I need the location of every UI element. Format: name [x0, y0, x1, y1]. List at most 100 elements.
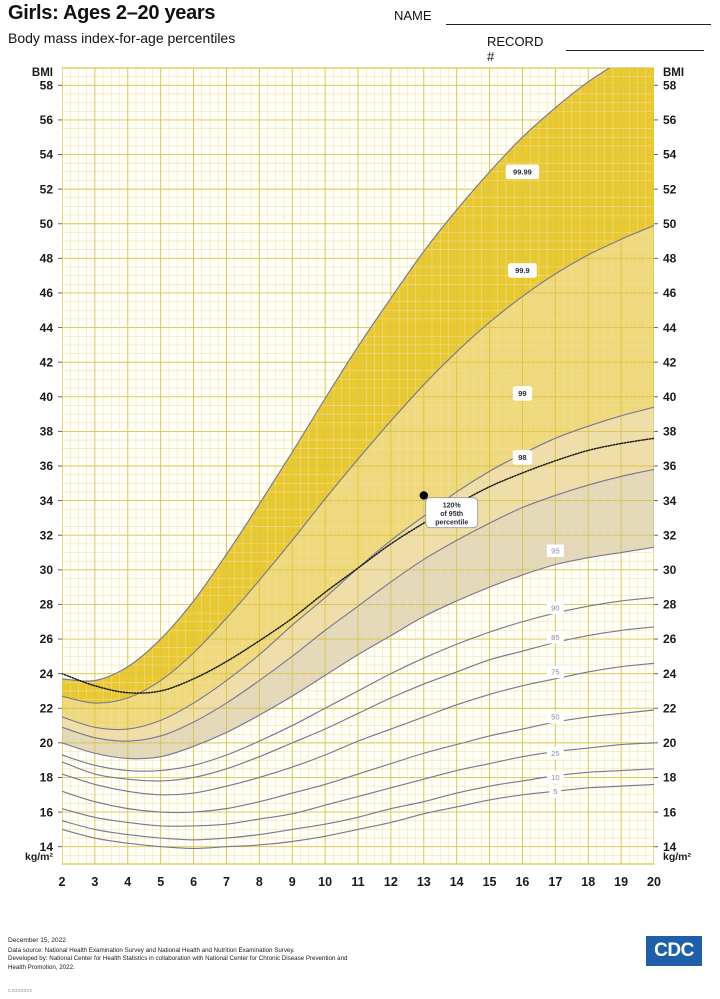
y-tick-label: 20 [663, 736, 677, 750]
y-tick-label: 24 [663, 667, 677, 681]
band-label-99.9-bg [508, 263, 537, 278]
percentile-curve-99.99 [62, 68, 611, 682]
y-tick-label: 14 [663, 840, 677, 854]
bmi-axis-caption: BMI [663, 67, 684, 79]
y-tick-label: 38 [40, 425, 54, 439]
y-tick-label: 42 [40, 355, 54, 369]
y-tick-label: 58 [40, 79, 54, 93]
y-tick-label: 34 [40, 494, 54, 508]
band-label-98: 98 [518, 453, 526, 462]
percentile-label-90: 90 [551, 604, 559, 613]
name-input-line[interactable] [446, 24, 711, 25]
y-tick-label: 18 [663, 771, 677, 785]
percentile-label-10: 10 [551, 773, 559, 782]
percentile-label-75-bg [546, 665, 564, 679]
x-tick-label: 11 [351, 875, 364, 889]
x-tick-label: 9 [289, 875, 296, 889]
footer-code: CS330334 [8, 988, 33, 993]
percentile-label-90-bg [546, 601, 564, 615]
x-tick-label: 13 [417, 875, 431, 889]
callout-120-of-95th-box [425, 497, 479, 529]
y-tick-label: 50 [40, 217, 54, 231]
y-tick-label: 28 [40, 598, 54, 612]
x-tick-label: 16 [515, 875, 529, 889]
band-label-99: 99 [518, 389, 526, 398]
percentile-curves [62, 68, 654, 850]
y-tick-label: 26 [40, 632, 54, 646]
y-tick-label: 28 [663, 598, 677, 612]
y-tick-label: 30 [40, 563, 54, 577]
record-input-line[interactable] [566, 50, 704, 51]
page-title: Girls: Ages 2–20 years [8, 2, 216, 24]
band-label-98-bg [512, 450, 533, 465]
percentile-label-50-bg [546, 710, 564, 724]
y-tick-label: 50 [663, 217, 677, 231]
x-tick-label: 19 [614, 875, 628, 889]
chart-header: Girls: Ages 2–20 years Body mass index-f… [0, 0, 720, 64]
y-tick-label: 32 [663, 528, 677, 542]
percentile-label-5: 5 [553, 787, 557, 796]
percentile-label-95: 95 [551, 546, 559, 555]
plotted-data-point [419, 491, 428, 500]
y-tick-label: 56 [663, 113, 677, 127]
y-tick-label: 26 [663, 632, 677, 646]
x-tick-label: 5 [157, 875, 164, 889]
y-tick-label: 40 [663, 390, 677, 404]
footer-developedby-cont: Health Promotion, 2022. [8, 963, 75, 971]
y-tick-label: 54 [40, 148, 54, 162]
cdc-logo-text: CDC [654, 940, 694, 961]
x-tick-label: 20 [647, 875, 661, 889]
x-tick-label: 8 [256, 875, 263, 889]
footer-date: December 15, 2022 [8, 937, 66, 944]
y-tick-label: 38 [663, 425, 677, 439]
y-tick-label: 14 [40, 840, 54, 854]
y-tick-label: 52 [663, 182, 677, 196]
y-tick-label: 20 [40, 736, 54, 750]
band-label-99.9: 99.9 [515, 266, 530, 275]
y-tick-label: 36 [40, 459, 54, 473]
percentile-curve-95 [62, 546, 654, 760]
y-tick-label: 44 [40, 321, 54, 335]
y-tick-label: 34 [663, 494, 677, 508]
y-tick-label: 48 [40, 252, 54, 266]
x-tick-label: 15 [483, 875, 497, 889]
y-tick-label: 16 [663, 805, 677, 819]
bmi-axis-caption: BMI [32, 67, 53, 79]
y-tick-label: 22 [40, 701, 54, 715]
x-tick-label: 12 [384, 875, 398, 889]
percentile-curve-75 [62, 662, 654, 796]
band-label-99.99-bg [505, 164, 540, 180]
bmi-axis-unit: kg/m² [663, 851, 692, 863]
y-tick-label: 22 [663, 701, 677, 715]
bmi-growth-chart: 14 14 16 16 18 18 20 20 22 22 24 24 26 26 28 28 30 30 32 32… [8, 58, 712, 894]
y-tick-label: 46 [40, 286, 54, 300]
x-tick-label: 4 [124, 875, 131, 889]
percentile-label-25: 25 [551, 749, 559, 758]
percentile-label-95-bg [546, 544, 564, 557]
x-tick-label: 6 [190, 875, 197, 889]
x-tick-label: 7 [223, 875, 230, 889]
y-tick-label: 56 [40, 113, 54, 127]
y-tick-label: 52 [40, 182, 54, 196]
callout-120-of-95th-line: of 95th [440, 511, 463, 518]
footer-developedby: Developed by: National Center for Health… [8, 955, 348, 963]
percentile-label-5-bg [549, 785, 562, 798]
chart-footer: December 15, 2022 Data source: National … [8, 936, 712, 993]
y-tick-label: 36 [663, 459, 677, 473]
cdc-logo: CDC [646, 936, 702, 966]
callout-120-of-95th-line: percentile [435, 520, 468, 527]
bmi-axis-unit: kg/m² [25, 851, 54, 863]
percentile-label-25-bg [546, 747, 564, 760]
y-tick-label: 30 [663, 563, 677, 577]
x-tick-label: 14 [450, 875, 464, 889]
percentile-curve-98 [62, 468, 654, 742]
page-subtitle: Body mass index-for-age percentiles [8, 30, 236, 46]
percentile-label-10-bg [546, 771, 564, 784]
y-tick-label: 54 [663, 148, 677, 162]
y-tick-label: 42 [663, 355, 677, 369]
y-tick-label: 18 [40, 771, 54, 785]
y-tick-label: 44 [663, 321, 677, 335]
y-tick-label: 58 [663, 79, 677, 93]
footer-datasource: Data source: National Health Examination… [8, 947, 295, 954]
